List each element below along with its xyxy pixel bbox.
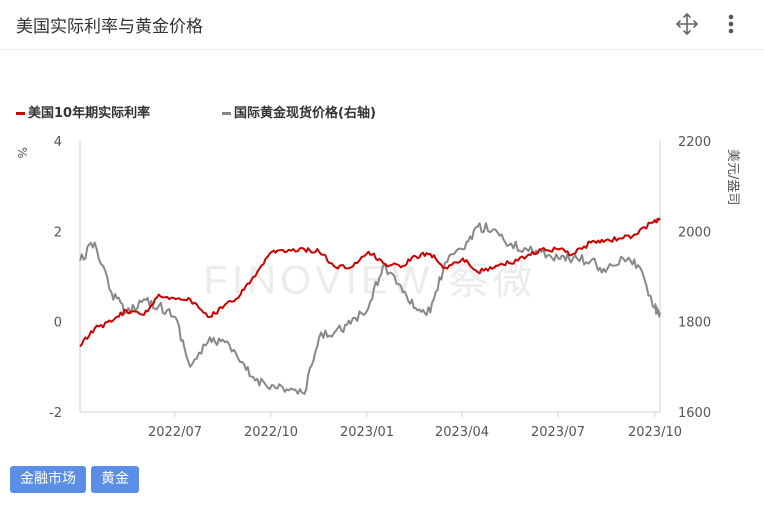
x-tick-label: 2022/07 — [148, 425, 202, 440]
card-header: 美国实际利率与黄金价格 — [0, 0, 764, 50]
y-right-axis-label: 美元/盎司 — [725, 149, 740, 205]
x-tick-label: 2023/07 — [531, 425, 585, 440]
legend-label-gold: 国际黄金现货价格(右轴) — [234, 106, 376, 121]
x-tick-label: 2023/01 — [340, 425, 394, 440]
series-line-gold — [79, 222, 661, 395]
y-left-tick-label: 0 — [54, 316, 62, 331]
more-vertical-icon[interactable] — [718, 11, 744, 37]
legend-label-real-rate: 美国10年期实际利率 — [28, 106, 151, 121]
watermark: FINOVIEW 察微 — [204, 259, 537, 303]
x-tick-label: 2022/10 — [244, 425, 298, 440]
y-left-tick-label: -2 — [49, 406, 62, 421]
y-left-axis-label: % — [15, 147, 29, 158]
y-right-tick-label: 1600 — [678, 406, 711, 421]
legend-item-gold[interactable]: 国际黄金现货价格(右轴) — [222, 102, 376, 121]
tag-financial-market[interactable]: 金融市场 — [10, 466, 86, 493]
move-arrows-icon[interactable] — [674, 11, 700, 37]
legend-swatch-real-rate — [16, 112, 25, 115]
y-left-tick-label: 2 — [54, 225, 62, 240]
y-right-tick-label: 1800 — [678, 316, 711, 331]
legend-item-real-rate[interactable]: 美国10年期实际利率 — [16, 102, 150, 121]
legend-swatch-gold — [222, 112, 231, 115]
chart-title: 美国实际利率与黄金价格 — [16, 17, 203, 37]
y-right-tick-label: 2200 — [678, 135, 711, 150]
x-tick-label: 2023/04 — [435, 425, 489, 440]
line-chart: FINOVIEW 察微 4 2 0 -2 2200 2000 1800 1600 2022/07 2… — [15, 135, 740, 440]
y-right-tick-label: 2000 — [678, 225, 711, 240]
tag-gold[interactable]: 黄金 — [91, 466, 139, 493]
tag-list: 金融市场 黄金 — [10, 466, 144, 493]
x-tick-label: 2023/10 — [628, 425, 682, 440]
y-left-tick-label: 4 — [54, 135, 62, 150]
series-line-real-rate — [79, 217, 661, 348]
